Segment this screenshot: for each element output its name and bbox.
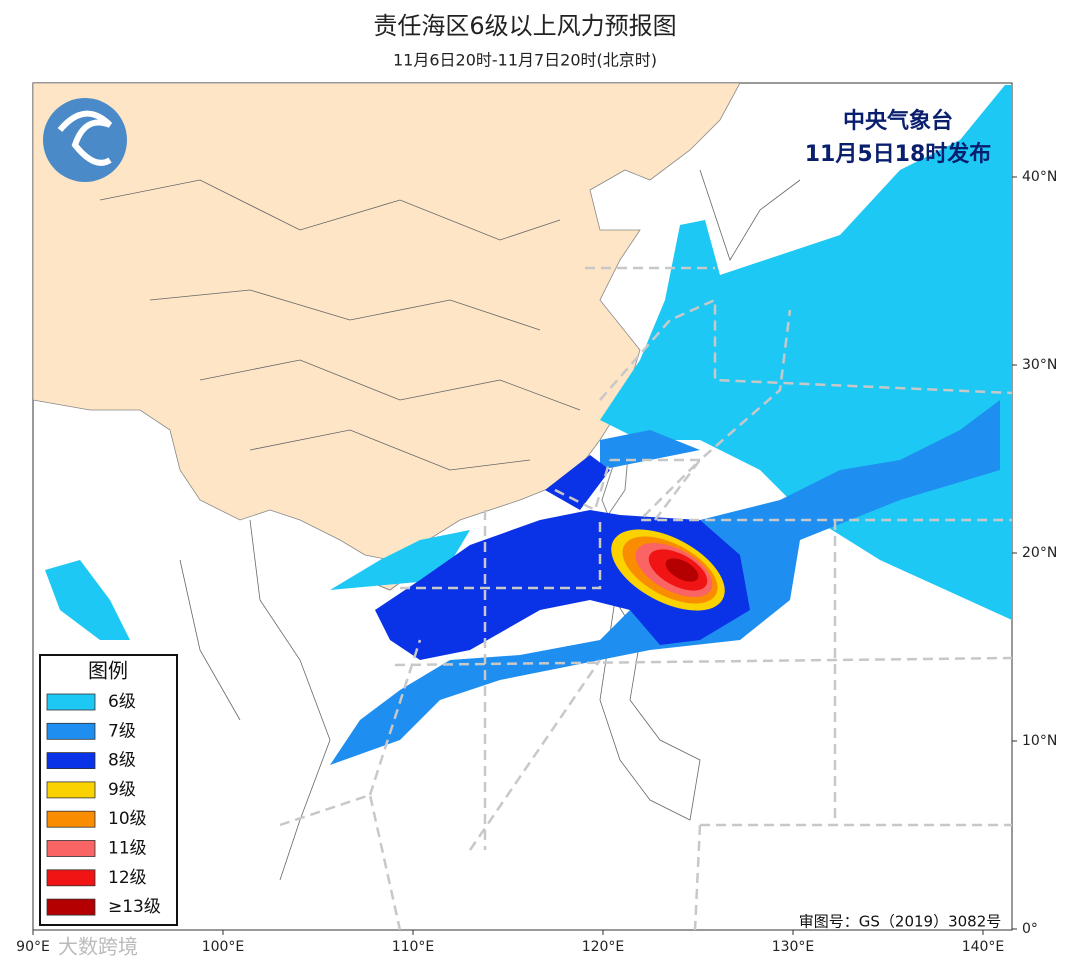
legend-label: 6级 <box>108 692 136 712</box>
philippines <box>599 598 701 821</box>
legend: 图例 6级 7级 8级 9级 10级 11级 12级 ≥13级 <box>39 654 178 926</box>
legend-label: 8级 <box>108 751 136 771</box>
legend-label: 12级 <box>108 868 147 888</box>
lat-label: 40°N <box>1022 169 1057 185</box>
legend-swatch <box>46 898 96 916</box>
wind-6 <box>45 85 1012 640</box>
publisher-name: 中央气象台 <box>843 108 953 134</box>
legend-swatch <box>46 752 96 769</box>
publisher-time: 11月5日18时发布 <box>805 141 992 167</box>
borders <box>99 169 801 881</box>
map <box>32 82 1013 931</box>
lon-label: 110°E <box>392 939 435 955</box>
title: 责任海区6级以上风力预报图 <box>373 12 676 40</box>
wind-8 <box>375 455 750 660</box>
approval-number: 审图号：GS（2019）3082号 <box>799 913 1002 931</box>
logo-mark <box>57 110 113 166</box>
watermark: 大数跨境 <box>58 935 138 959</box>
china-land <box>33 83 741 561</box>
lon-label: 140°E <box>962 939 1005 955</box>
lon-label: 120°E <box>582 939 625 955</box>
legend-title: 图例 <box>88 659 128 683</box>
legend-swatch <box>46 693 96 711</box>
subtitle: 11月6日20时-11月7日20时(北京时) <box>393 51 657 70</box>
lat-label: 10°N <box>1022 733 1057 749</box>
sea-area-lines <box>279 266 1012 930</box>
lon-label: 100°E <box>202 939 245 955</box>
legend-label: ≥13级 <box>108 897 161 917</box>
legend-swatch <box>46 722 96 740</box>
lat-label: 20°N <box>1022 545 1057 561</box>
lat-label: 30°N <box>1022 357 1057 373</box>
lon-label: 130°E <box>772 939 815 955</box>
logo <box>43 98 127 182</box>
axes: 90°E 100°E 110°E 120°E 130°E 140°E 40°N 30°N 20°… <box>16 169 1057 955</box>
legend-label: 7级 <box>108 721 136 741</box>
lat-label: 0° <box>1022 921 1038 937</box>
legend-swatch <box>46 810 96 828</box>
legend-label: 10级 <box>108 809 147 829</box>
legend-swatch <box>46 781 96 799</box>
legend-label: 11级 <box>108 839 147 859</box>
legend-swatch <box>46 840 96 857</box>
legend-swatch <box>46 869 96 887</box>
wind-13 <box>665 558 699 582</box>
lon-label: 90°E <box>16 939 50 955</box>
legend-label: 9级 <box>108 780 136 800</box>
